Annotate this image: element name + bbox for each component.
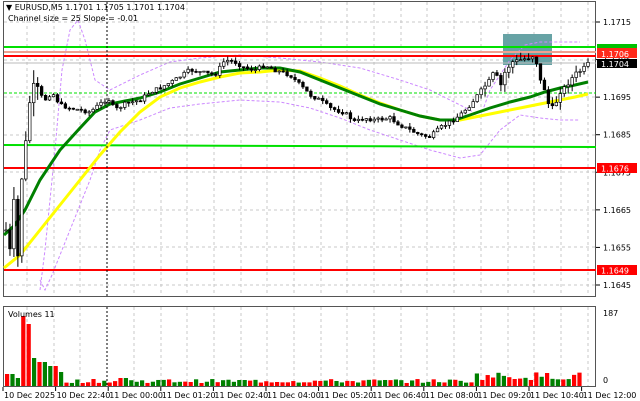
zone-box — [503, 34, 552, 65]
time-tick: 11 Dec 04:00 — [267, 391, 321, 400]
symbol-header: ▼ EURUSD,M5 1.1701 1.1705 1.1701 1.1704 — [6, 3, 185, 12]
price-tag-red-1706: 1.1707 1.1706 — [597, 48, 637, 59]
price-tag-1649: 1.1649 — [597, 265, 637, 276]
price-tick: 1.1715 — [603, 18, 631, 27]
indicator-label: Channel size = 25 Slope = -0.01 — [8, 14, 138, 23]
volume-bars — [5, 316, 582, 386]
time-tick: 11 Dec 01:20 — [162, 391, 216, 400]
svg-text:1.1706: 1.1706 — [601, 50, 629, 59]
time-tick: 10 Dec 2025 — [4, 391, 55, 400]
time-tick: 11 Dec 05:20 — [320, 391, 374, 400]
green-level-lower — [3, 144, 597, 148]
time-tick: 11 Dec 09:20 — [477, 391, 531, 400]
time-tick: 10 Dec 22:40 — [57, 391, 111, 400]
price-tag-1676: 1.1676 — [597, 163, 637, 174]
price-tick: 1.1695 — [603, 93, 631, 102]
volume-axis-min: 0 — [603, 376, 608, 385]
price-tick: 1.1665 — [603, 206, 631, 215]
volume-label: Volumes 11 — [8, 310, 55, 319]
price-tick: 1.1655 — [603, 243, 631, 252]
time-tick: 11 Dec 10:40 — [530, 391, 584, 400]
time-tick: 11 Dec 08:00 — [425, 391, 479, 400]
svg-text:1.1676: 1.1676 — [601, 165, 629, 174]
time-tick: 11 Dec 00:00 — [109, 391, 163, 400]
volume-axis-max: 187 — [603, 309, 618, 318]
price-channel — [39, 18, 580, 292]
candlesticks — [4, 52, 590, 267]
time-tick: 11 Dec 02:40 — [214, 391, 268, 400]
price-tick: 1.1685 — [603, 131, 631, 140]
moving-average-fast — [2, 66, 589, 237]
price-tick: 1.1645 — [603, 281, 631, 290]
price-tag-current: 1.1704 — [597, 59, 637, 69]
time-tick: 11 Dec 06:40 — [372, 391, 426, 400]
svg-text:1.1704: 1.1704 — [601, 60, 629, 69]
svg-text:1.1649: 1.1649 — [601, 267, 629, 276]
volume-pane — [3, 306, 596, 387]
time-tick: 11 Dec 12:00 — [583, 391, 637, 400]
